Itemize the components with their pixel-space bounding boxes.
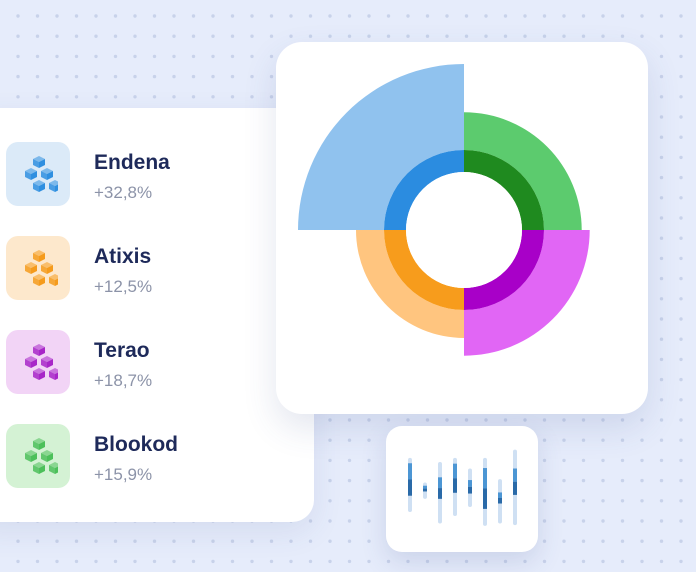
donut-hole — [406, 172, 522, 288]
mini-mid-segment — [423, 485, 427, 489]
donut-inner-ring-blookod — [464, 150, 544, 230]
legend-percentage: +15,9% — [94, 465, 153, 484]
donut-slice-blookod — [464, 112, 582, 230]
legend-item-blookod: Blookod +15,9% — [6, 424, 266, 488]
legend-label: Terao — [94, 339, 150, 362]
mini-chart-card — [386, 426, 538, 552]
donut-inner-ring-endena — [384, 150, 464, 230]
legend-label: Blookod — [94, 433, 178, 456]
donut-slice-atixis — [356, 230, 464, 338]
legend-percentage: +18,7% — [94, 371, 153, 390]
legend-label: Atixis — [94, 245, 152, 268]
cubes-icon — [25, 344, 58, 380]
mini-mid-segment — [468, 480, 472, 487]
mini-mid-segment — [513, 468, 517, 482]
mini-mid-segment — [498, 492, 502, 498]
cubes-icon — [25, 250, 58, 286]
donut-slice-endena — [298, 64, 464, 230]
legend-percentage: +32,8% — [94, 183, 153, 202]
cubes-icon — [25, 438, 58, 474]
mini-mid-segment — [483, 468, 487, 489]
cubes-icon — [25, 156, 58, 192]
donut-inner-ring-atixis — [384, 230, 464, 310]
mini-mid-segment-dark — [498, 497, 502, 504]
mini-mid-segment-dark — [408, 479, 412, 496]
mini-mid-segment-dark — [468, 486, 472, 494]
legend-label: Endena — [94, 151, 170, 174]
chart-card — [276, 42, 648, 414]
mini-mid-segment — [453, 463, 457, 479]
legend-percentage: +12,5% — [94, 277, 153, 296]
endena-icon-tile — [6, 142, 70, 206]
terao-icon-tile — [6, 330, 70, 394]
donut-inner-ring-terao — [464, 230, 544, 310]
mini-mid-segment-dark — [423, 488, 427, 492]
donut-chart — [298, 64, 590, 356]
legend-item-endena: Endena +32,8% — [6, 142, 266, 206]
mini-bar-chart — [408, 449, 517, 526]
atixis-icon-tile — [6, 236, 70, 300]
mini-mid-segment — [408, 463, 412, 480]
donut-slice-terao — [464, 230, 590, 356]
mini-mid-segment — [438, 477, 442, 489]
legend-item-atixis: Atixis +12,5% — [6, 236, 266, 300]
mini-mid-segment-dark — [513, 481, 517, 495]
mini-mid-segment-dark — [438, 488, 442, 499]
legend-item-terao: Terao +18,7% — [6, 330, 266, 394]
legend-card: Endena +32,8% Atixis +12,5% Terao +18,7% Blook… — [0, 108, 314, 522]
mini-mid-segment-dark — [483, 488, 487, 509]
mini-mid-segment-dark — [453, 478, 457, 493]
blookod-icon-tile — [6, 424, 70, 488]
